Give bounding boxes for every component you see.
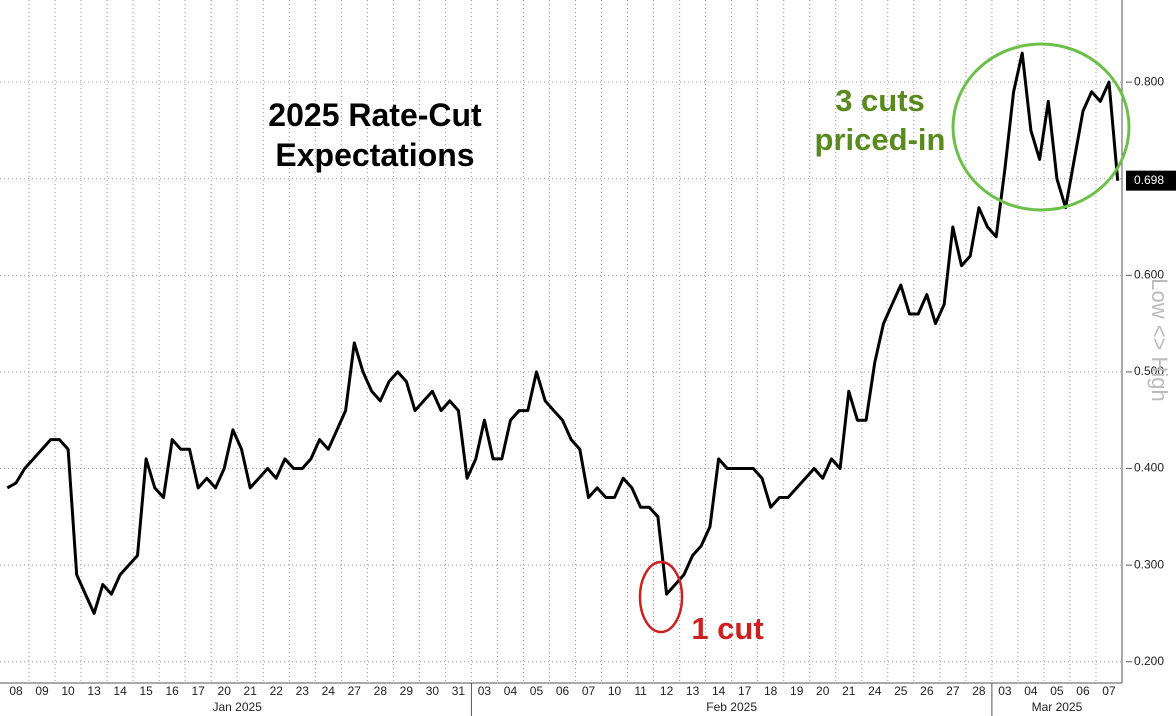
x-tick-label: 30 — [426, 684, 440, 698]
x-tick-label: 31 — [452, 684, 466, 698]
x-tick-label: 14 — [113, 684, 127, 698]
x-tick-label: 17 — [191, 684, 205, 698]
annotation: 1 cut — [691, 611, 764, 646]
x-tick-label: 25 — [894, 684, 908, 698]
x-tick-label: 10 — [608, 684, 622, 698]
last-value-label: 0.698 — [1134, 173, 1164, 187]
y-axis-label: Low <> High — [1147, 278, 1172, 402]
month-label: Jan 2025 — [213, 700, 263, 714]
x-tick-label: 04 — [504, 684, 518, 698]
x-tick-label: 29 — [400, 684, 414, 698]
x-tick-label: 10 — [61, 684, 75, 698]
x-tick-label: 09 — [35, 684, 49, 698]
x-tick-label: 24 — [868, 684, 882, 698]
month-label: Mar 2025 — [1032, 700, 1083, 714]
x-tick-label: 20 — [218, 684, 232, 698]
x-tick-label: 21 — [244, 684, 258, 698]
x-tick-label: 05 — [1050, 684, 1064, 698]
x-tick-label: 13 — [686, 684, 700, 698]
x-tick-label: 27 — [348, 684, 362, 698]
x-tick-label: 14 — [712, 684, 726, 698]
x-tick-label: 12 — [660, 684, 674, 698]
highlight-circle — [951, 42, 1131, 212]
x-tick-label: 13 — [87, 684, 101, 698]
last-value-box — [1126, 170, 1176, 191]
x-tick-label: 19 — [790, 684, 804, 698]
x-tick-label: 21 — [842, 684, 856, 698]
x-tick-label: 18 — [764, 684, 778, 698]
x-tick-label: 23 — [296, 684, 310, 698]
x-tick-label: 16 — [165, 684, 179, 698]
y-tick-label: 0.200 — [1134, 654, 1164, 668]
x-tick-label: 20 — [816, 684, 830, 698]
x-tick-label: 08 — [9, 684, 23, 698]
x-tick-label: 22 — [270, 684, 284, 698]
y-tick-label: 0.500 — [1134, 364, 1164, 378]
x-tick-label: 05 — [530, 684, 544, 698]
chart-title: 2025 Rate-Cut Expectations — [268, 97, 482, 173]
y-tick-label: 0.800 — [1134, 74, 1164, 88]
x-tick-label: 03 — [478, 684, 492, 698]
x-tick-label: 15 — [139, 684, 153, 698]
highlight-circle — [638, 560, 684, 634]
line — [6, 51, 1120, 615]
x-tick-label: 07 — [582, 684, 596, 698]
x-tick-label: 26 — [920, 684, 934, 698]
y-tick-label: 0.600 — [1134, 267, 1164, 281]
month-label: Feb 2025 — [706, 700, 757, 714]
x-tick-label: 07 — [1102, 684, 1116, 698]
x-tick-label: 04 — [1024, 684, 1038, 698]
x-tick-label: 17 — [738, 684, 752, 698]
x-tick-label: 28 — [374, 684, 388, 698]
x-tick-label: 06 — [556, 684, 570, 698]
x-tick-label: 28 — [972, 684, 986, 698]
x-tick-label: 24 — [322, 684, 336, 698]
x-tick-label: 03 — [998, 684, 1012, 698]
y-tick-label: 0.300 — [1134, 557, 1164, 571]
x-tick-label: 11 — [634, 684, 647, 698]
x-tick-label: 27 — [946, 684, 960, 698]
y-tick-label: 0.400 — [1134, 461, 1164, 475]
x-tick-label: 06 — [1076, 684, 1090, 698]
annotation: 3 cuts priced-in — [814, 83, 946, 157]
